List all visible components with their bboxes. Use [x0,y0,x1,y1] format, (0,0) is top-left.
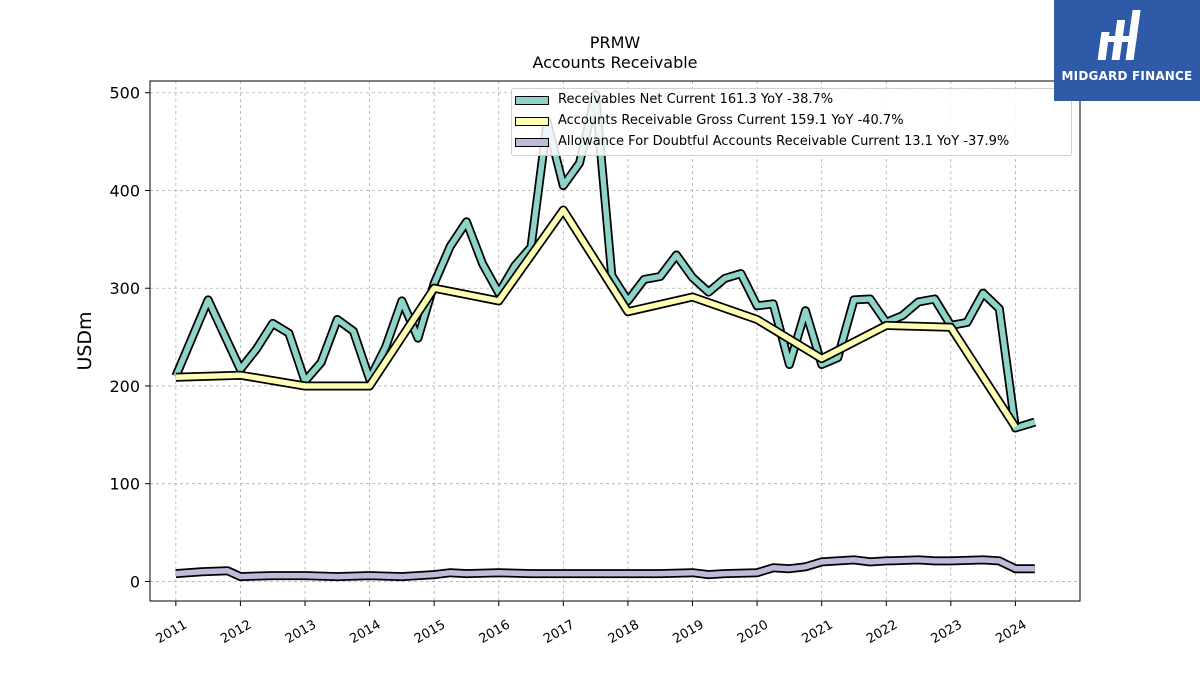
x-tick-label: 2011 [154,617,190,647]
y-axis-label: USDm [74,311,96,370]
x-tick-label: 2013 [283,617,319,647]
y-tick-label: 400 [109,181,140,200]
logo-mark-icon [1097,10,1141,60]
series-line [175,207,1018,429]
x-tick-label: 2014 [347,617,383,647]
x-tick-label: 2021 [800,617,836,647]
x-tick-label: 2023 [929,617,965,647]
y-tick-label: 300 [109,279,140,298]
x-tick-label: 2018 [606,617,642,647]
x-tick-label: 2016 [477,617,513,647]
series-line [173,91,1036,431]
legend-swatch [515,138,549,147]
y-tick-label: 200 [109,377,140,396]
brand-logo: MIDGARD FINANCE [1054,0,1200,101]
x-tick-label: 2024 [993,617,1029,647]
y-axis: 0 100 200 300 400 500 [109,84,150,591]
y-tick-label: 500 [109,84,140,103]
chart-title: PRMW [589,33,641,52]
legend-label: Receivables Net Current 161.3 YoY -38.7% [558,92,834,107]
x-tick-label: 2012 [218,617,254,647]
x-tick-label: 2015 [412,617,448,647]
x-tick-label: 2022 [864,617,900,647]
series-line [175,557,1035,580]
legend-label: Allowance For Doubtful Accounts Receivab… [558,134,1010,149]
chart-subtitle: Accounts Receivable [532,53,698,72]
plot-frame [149,80,1081,602]
series-layer [171,90,1037,582]
x-tick-label: 2017 [541,617,577,647]
y-tick-label: 100 [109,475,140,494]
legend: Receivables Net Current 161.3 YoY -38.7%… [511,88,1072,156]
y-tick-label: 0 [130,572,140,591]
legend-label: Accounts Receivable Gross Current 159.1 … [558,113,904,128]
legend-swatch [515,96,549,105]
x-tick-label: 2019 [670,617,706,647]
legend-swatch [515,117,549,126]
logo-text: MIDGARD FINANCE [1061,69,1193,83]
x-tick-label: 2020 [735,617,771,647]
x-axis: 2011 2012 2013 2014 2015 2016 2017 2018 2019 2020… [154,601,1029,647]
